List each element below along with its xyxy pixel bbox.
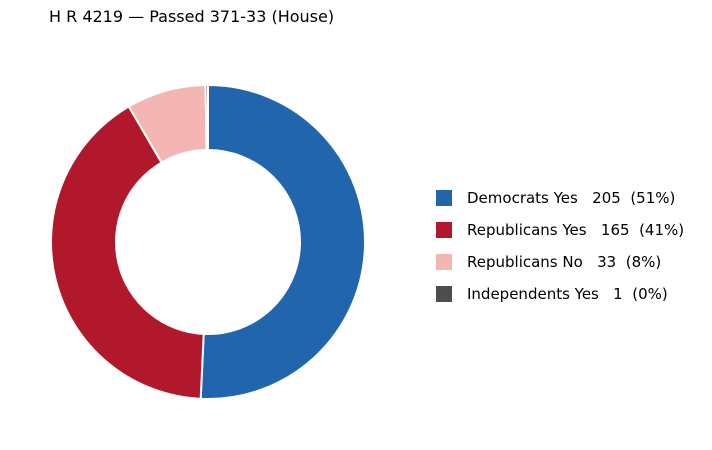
legend-label-republicans-yes: Republicans Yes 165 (41%) (467, 221, 684, 239)
legend-item-republicans-no: Republicans No 33 (8%) (436, 246, 684, 278)
slice-independents-yes (206, 85, 208, 150)
legend-swatch-republicans-no (436, 254, 452, 270)
slice-democrats-yes (201, 85, 365, 399)
legend-item-democrats-yes: Democrats Yes 205 (51%) (436, 182, 684, 214)
legend-swatch-democrats-yes (436, 190, 452, 206)
legend-label-democrats-yes: Democrats Yes 205 (51%) (467, 189, 675, 207)
legend: Democrats Yes 205 (51%) Republicans Yes … (436, 182, 684, 310)
legend-swatch-independents-yes (436, 286, 452, 302)
donut-slices (51, 85, 365, 399)
legend-item-republicans-yes: Republicans Yes 165 (41%) (436, 214, 684, 246)
legend-label-independents-yes: Independents Yes 1 (0%) (467, 285, 668, 303)
legend-label-republicans-no: Republicans No 33 (8%) (467, 253, 661, 271)
legend-item-independents-yes: Independents Yes 1 (0%) (436, 278, 684, 310)
legend-swatch-republicans-yes (436, 222, 452, 238)
